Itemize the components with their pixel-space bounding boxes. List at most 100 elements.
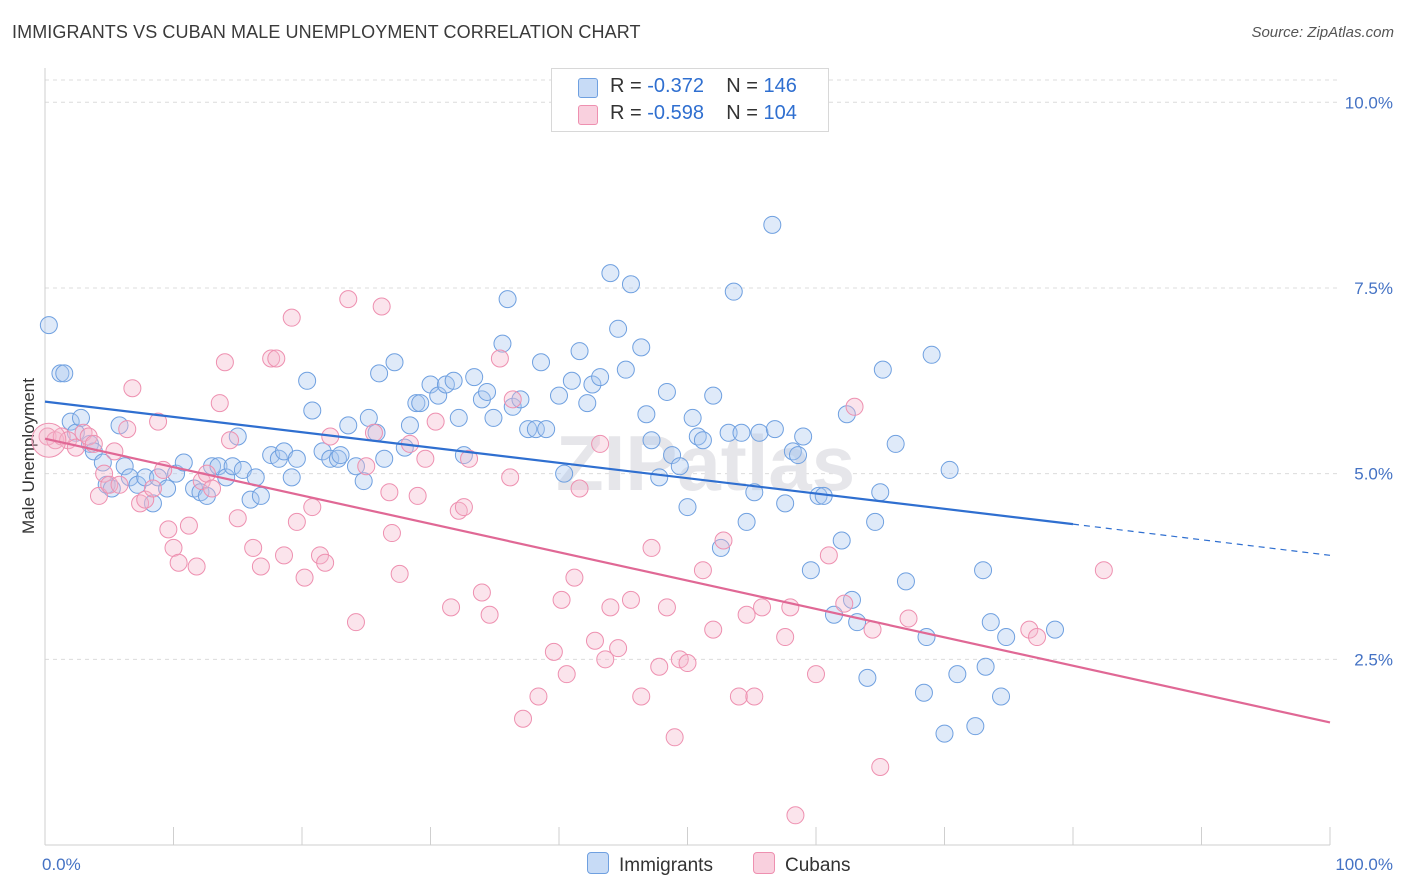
data-point: [776, 494, 795, 513]
data-point: [832, 531, 851, 550]
data-point: [385, 353, 404, 372]
data-point: [407, 394, 426, 413]
data-point: [449, 408, 468, 427]
data-point: [241, 490, 260, 509]
data-point: [382, 524, 401, 543]
data-point: [1020, 620, 1039, 639]
data-point: [354, 472, 373, 491]
data-point: [416, 449, 435, 468]
data-point: [650, 468, 669, 487]
data-point: [39, 316, 58, 335]
y-tick-label: 2.5%: [1354, 650, 1393, 669]
data-point: [203, 479, 222, 498]
data-point: [807, 665, 825, 684]
data-point: [295, 568, 314, 587]
data-point: [683, 408, 702, 427]
data-point: [550, 386, 568, 405]
legend-swatch-immigrants: [578, 78, 598, 98]
trend-line-extension: [1072, 523, 1331, 556]
data-point: [886, 434, 905, 453]
data-point: [484, 408, 503, 427]
data-point: [711, 538, 730, 557]
data-point: [411, 394, 430, 413]
trend-line: [44, 437, 1331, 724]
data-point: [974, 561, 993, 580]
data-point: [632, 687, 651, 706]
data-point: [966, 717, 985, 736]
data-point: [372, 297, 391, 316]
data-point: [187, 557, 206, 576]
data-point: [303, 401, 322, 420]
x-tick-label: 0.0%: [42, 855, 81, 874]
data-point: [899, 609, 918, 628]
data-point: [244, 538, 263, 557]
data-point: [282, 308, 301, 327]
data-point: [519, 420, 538, 439]
data-point: [442, 598, 461, 617]
data-point: [537, 420, 556, 439]
data-point: [565, 568, 584, 587]
data-point: [71, 408, 90, 427]
data-point: [678, 498, 697, 517]
bottom-legend-immigrants: Immigrants: [587, 852, 713, 877]
data-point: [578, 394, 597, 413]
data-point: [693, 561, 712, 580]
data-point: [532, 353, 551, 372]
data-point: [835, 594, 854, 613]
data-point: [316, 553, 335, 572]
data-point: [426, 412, 445, 431]
data-point: [61, 412, 80, 431]
data-point: [215, 353, 234, 372]
legend-n-value: 146: [763, 75, 797, 97]
data-point: [105, 442, 124, 461]
data-point: [935, 724, 954, 743]
data-point: [159, 520, 178, 539]
data-point: [724, 282, 743, 301]
y-tick-label: 10.0%: [1345, 93, 1393, 112]
data-point: [837, 405, 856, 424]
data-point: [408, 486, 427, 505]
trend-line: [44, 400, 1074, 526]
data-point: [616, 360, 635, 379]
data-point: [228, 509, 247, 528]
data-point: [346, 457, 365, 476]
data-point: [511, 390, 530, 409]
y-tick-label: 7.5%: [1354, 279, 1393, 298]
data-point: [570, 342, 589, 361]
data-point: [339, 290, 358, 309]
data-point: [693, 431, 712, 450]
data-point: [472, 583, 491, 602]
data-point: [552, 590, 571, 609]
data-point: [601, 264, 620, 283]
data-point: [745, 483, 764, 502]
data-point: [871, 758, 890, 777]
data-point: [390, 564, 409, 583]
data-point: [753, 598, 772, 617]
legend-n-label: N =: [726, 102, 758, 124]
legend-n-label: N =: [726, 75, 758, 97]
grid-lines: [45, 79, 1340, 660]
data-point: [981, 613, 1000, 632]
data-point: [100, 475, 119, 494]
data-point: [637, 405, 656, 424]
data-point: [657, 382, 676, 401]
data-point: [110, 475, 129, 494]
data-point: [357, 457, 376, 476]
bottom-legend-label-immigrants: Immigrants: [619, 855, 713, 876]
data-point: [501, 468, 520, 487]
data-point: [400, 416, 419, 435]
data-point: [526, 420, 545, 439]
source-label: Source: ZipAtlas.com: [1251, 24, 1394, 41]
data-point: [591, 434, 610, 453]
data-point: [321, 449, 340, 468]
data-point: [940, 460, 959, 479]
data-point: [123, 379, 142, 398]
data-point: [55, 364, 74, 383]
data-point: [275, 546, 294, 565]
data-point: [303, 498, 322, 517]
data-point: [789, 446, 808, 465]
data-point: [922, 345, 941, 364]
data-point: [704, 386, 723, 405]
data-point: [866, 512, 885, 531]
